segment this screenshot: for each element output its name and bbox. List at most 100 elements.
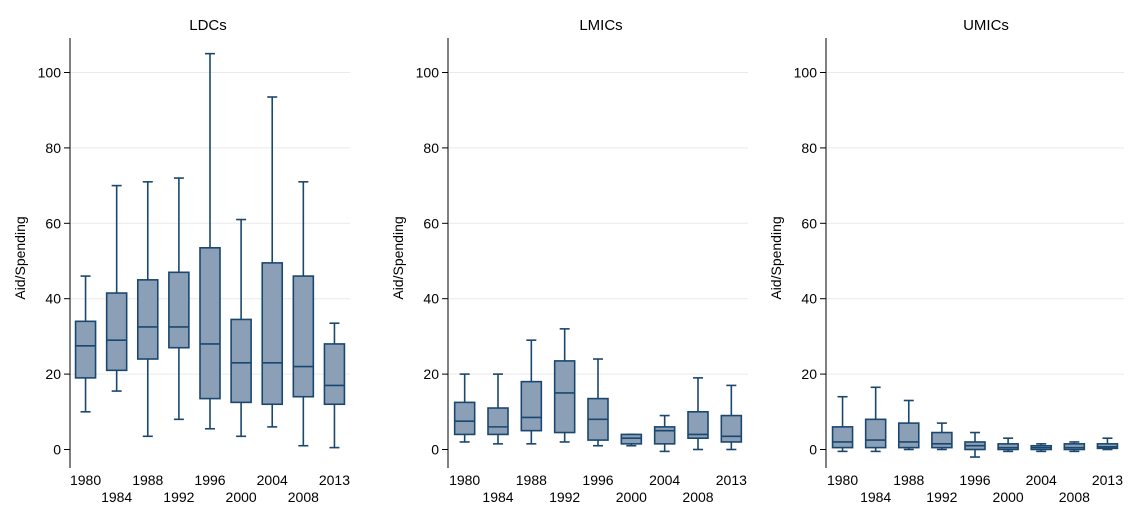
x-tick-label: 2000 xyxy=(226,489,257,505)
iqr-box xyxy=(199,247,221,400)
box-2000 xyxy=(230,218,252,438)
y-tick-label: 80 xyxy=(45,140,61,156)
panel-umics: 0 20 40 60 80 100 Aid/Spending UMICs 19801984198… xyxy=(768,17,1124,505)
x-tick-label: 2004 xyxy=(257,472,288,488)
box-2013 xyxy=(1096,437,1119,451)
iqr-box xyxy=(487,407,509,436)
iqr-box xyxy=(687,410,709,439)
x-tick-label: 2013 xyxy=(716,472,747,488)
box-2004 xyxy=(261,96,284,428)
x-tick-label: 1996 xyxy=(582,472,613,488)
y-axis-title: Aid/Spending xyxy=(768,216,784,299)
y-tick-label: 60 xyxy=(45,215,61,231)
box-2000 xyxy=(620,433,643,447)
x-tick-label: 1984 xyxy=(482,489,513,505)
box-2013 xyxy=(720,384,743,451)
y-tick-label: 100 xyxy=(416,65,440,81)
box-1992 xyxy=(168,177,190,421)
box-1992 xyxy=(931,422,953,451)
box-1996 xyxy=(199,52,221,430)
x-tick-label: 2004 xyxy=(1026,472,1057,488)
panel-title: LMICs xyxy=(579,17,622,34)
box-1984 xyxy=(105,184,128,392)
iqr-box xyxy=(74,320,97,379)
iqr-box xyxy=(720,414,743,443)
iqr-box xyxy=(553,360,576,434)
y-tick-label: 60 xyxy=(423,215,439,231)
box-1988 xyxy=(520,339,543,445)
box-1984 xyxy=(487,373,509,445)
x-tick-label: 1996 xyxy=(959,472,990,488)
iqr-box xyxy=(292,275,315,398)
x-tick-label: 1980 xyxy=(827,472,858,488)
box-1980 xyxy=(831,395,854,453)
y-tick-label: 100 xyxy=(38,65,62,81)
x-tick-label: 2000 xyxy=(993,489,1024,505)
y-tick-label: 20 xyxy=(45,366,61,382)
iqr-box xyxy=(1063,443,1086,451)
box-1992 xyxy=(553,328,576,443)
y-tick-label: 40 xyxy=(423,291,439,307)
box-2004 xyxy=(1030,443,1053,453)
panel-ldcs: 0 20 40 60 80 100 Aid/Spending LDCs 198019841988… xyxy=(12,17,350,505)
y-tick-label: 0 xyxy=(809,442,817,458)
x-tick-label: 1992 xyxy=(549,489,580,505)
iqr-box xyxy=(453,401,476,436)
iqr-box xyxy=(931,431,953,449)
iqr-box xyxy=(323,343,346,406)
box-1980 xyxy=(74,275,97,413)
x-tick-label: 2008 xyxy=(288,489,319,505)
iqr-box xyxy=(831,426,854,449)
box-2013 xyxy=(323,322,346,449)
x-tick-label: 1996 xyxy=(194,472,225,488)
y-tick-label: 40 xyxy=(45,291,61,307)
x-tick-label: 2000 xyxy=(616,489,647,505)
iqr-box xyxy=(864,418,887,449)
y-axis-title: Aid/Spending xyxy=(390,216,406,299)
x-tick-label: 1988 xyxy=(516,472,547,488)
y-tick-label: 0 xyxy=(53,442,61,458)
y-tick-label: 80 xyxy=(423,140,439,156)
x-tick-label: 2013 xyxy=(1092,472,1123,488)
x-tick-label: 1988 xyxy=(893,472,924,488)
box-2008 xyxy=(1063,441,1086,453)
iqr-box xyxy=(261,262,284,406)
iqr-box xyxy=(230,318,252,404)
iqr-box xyxy=(997,443,1019,451)
x-tick-label: 1988 xyxy=(132,472,163,488)
x-tick-label: 2004 xyxy=(649,472,680,488)
box-1984 xyxy=(864,386,887,453)
panel-title: LDCs xyxy=(189,17,227,34)
iqr-box xyxy=(653,426,676,445)
box-1988 xyxy=(136,181,159,438)
y-tick-label: 20 xyxy=(801,366,817,382)
iqr-box xyxy=(620,433,643,445)
panel-lmics: 0 20 40 60 80 100 Aid/Spending LMICs 19801984198… xyxy=(390,17,748,505)
y-tick-label: 80 xyxy=(801,140,817,156)
box-1996 xyxy=(964,431,986,458)
y-tick-label: 60 xyxy=(801,215,817,231)
y-tick-label: 100 xyxy=(794,65,818,81)
iqr-box xyxy=(105,292,128,372)
x-tick-label: 2013 xyxy=(319,472,350,488)
iqr-box xyxy=(520,380,543,432)
panel-title: UMICs xyxy=(963,17,1009,34)
x-tick-label: 1980 xyxy=(70,472,101,488)
x-tick-label: 1984 xyxy=(860,489,891,505)
x-tick-label: 1984 xyxy=(101,489,132,505)
x-tick-label: 2008 xyxy=(1059,489,1090,505)
box-2008 xyxy=(687,377,709,451)
x-tick-label: 1992 xyxy=(926,489,957,505)
y-axis-title: Aid/Spending xyxy=(12,216,28,299)
x-tick-label: 1980 xyxy=(449,472,480,488)
y-tick-label: 40 xyxy=(801,291,817,307)
box-2004 xyxy=(653,414,676,453)
box-1980 xyxy=(453,373,476,443)
x-tick-label: 1992 xyxy=(163,489,194,505)
y-tick-label: 0 xyxy=(431,442,439,458)
box-1996 xyxy=(587,358,609,447)
iqr-box xyxy=(136,279,159,360)
box-1988 xyxy=(897,399,920,451)
